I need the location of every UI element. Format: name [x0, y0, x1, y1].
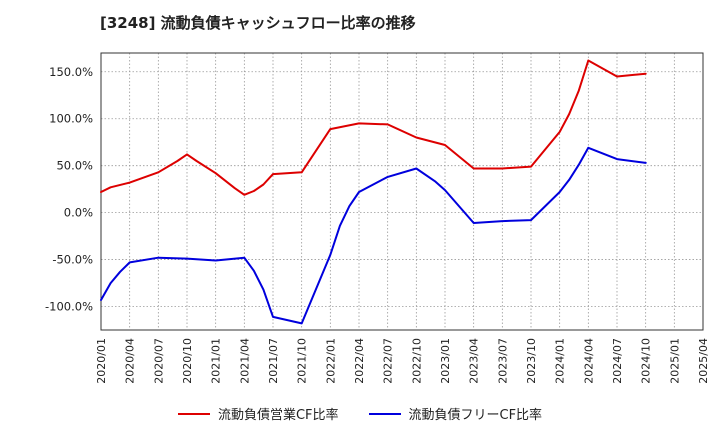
x-tick-label: 2021/01: [210, 338, 223, 384]
legend-swatch-red: [177, 412, 210, 415]
x-tick-label: 2022/07: [382, 338, 395, 384]
x-tick-label: 2022/01: [324, 338, 337, 384]
plot-frame: [100, 52, 704, 331]
y-tick-label: 100.0%: [49, 112, 93, 126]
y-tick-label: 150.0%: [49, 65, 93, 79]
x-tick-label: 2021/07: [267, 338, 280, 384]
x-tick-label: 2021/04: [238, 338, 251, 384]
x-tick-label: 2021/10: [296, 338, 309, 384]
x-tick-label: 2024/04: [582, 338, 595, 384]
grid: [100, 53, 704, 330]
legend-item-free-cf: 流動負債フリーCF比率: [368, 404, 543, 423]
legend: 流動負債営業CF比率 流動負債フリーCF比率: [0, 404, 720, 423]
x-tick-label: 2024/10: [640, 338, 653, 384]
x-tick-label: 2020/07: [152, 338, 165, 384]
y-tick-label: -100.0%: [45, 300, 93, 314]
y-tick-label: -50.0%: [52, 253, 93, 267]
x-tick-label: 2020/10: [181, 338, 194, 384]
x-tick-label: 2024/07: [611, 338, 624, 384]
axes: [100, 52, 704, 331]
x-tick-label: 2025/04: [697, 338, 710, 384]
legend-label-operating-cf: 流動負債営業CF比率: [217, 408, 339, 423]
legend-swatch-blue: [368, 412, 401, 415]
y-tick-label: 50.0%: [56, 159, 93, 173]
legend-label-free-cf: 流動負債フリーCF比率: [408, 408, 543, 423]
tick-labels: 150.0% 100.0% 50.0% 0.0% -50.0% -100.0% 2020/0…: [45, 65, 710, 384]
x-tick-label: 2024/01: [554, 338, 567, 384]
x-tick-label: 2023/07: [496, 338, 509, 384]
x-tick-label: 2022/10: [410, 338, 423, 384]
series: [100, 59, 647, 325]
x-tick-label: 2020/04: [124, 338, 137, 384]
x-tick-label: 2023/04: [468, 338, 481, 384]
x-tick-label: 2025/01: [668, 338, 681, 384]
x-tick-label: 2020/01: [95, 338, 108, 384]
legend-item-operating-cf: 流動負債営業CF比率: [177, 404, 339, 423]
chart-title: [3248] 流動負債キャッシュフロー比率の推移: [100, 14, 416, 32]
x-tick-label: 2022/04: [353, 338, 366, 384]
series-line-operating-cf: [100, 59, 647, 196]
series-line-free-cf: [100, 146, 647, 325]
y-tick-label: 0.0%: [64, 206, 93, 220]
x-tick-label: 2023/10: [525, 338, 538, 384]
x-tick-label: 2023/01: [439, 338, 452, 384]
